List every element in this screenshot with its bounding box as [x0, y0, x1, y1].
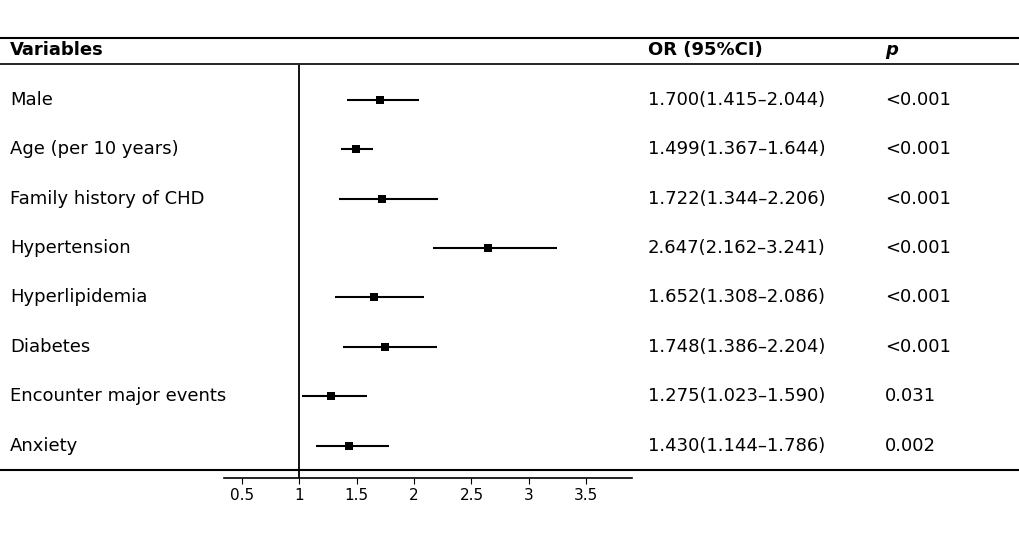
Text: 2.647(2.162–3.241): 2.647(2.162–3.241) [647, 239, 824, 257]
Text: <0.001: <0.001 [884, 91, 951, 109]
Text: <0.001: <0.001 [884, 190, 951, 207]
Text: Hypertension: Hypertension [10, 239, 130, 257]
Text: Hyperlipidemia: Hyperlipidemia [10, 288, 148, 306]
Text: Family history of CHD: Family history of CHD [10, 190, 205, 207]
Text: 0.002: 0.002 [884, 437, 935, 454]
Text: Anxiety: Anxiety [10, 437, 78, 454]
Text: <0.001: <0.001 [884, 140, 951, 158]
Text: 0.031: 0.031 [884, 387, 935, 405]
Text: 1.430(1.144–1.786): 1.430(1.144–1.786) [647, 437, 824, 454]
Text: OR (95%CI): OR (95%CI) [647, 41, 762, 59]
Text: 1.275(1.023–1.590): 1.275(1.023–1.590) [647, 387, 824, 405]
Text: Age (per 10 years): Age (per 10 years) [10, 140, 178, 158]
Text: Diabetes: Diabetes [10, 338, 91, 356]
Text: 1.499(1.367–1.644): 1.499(1.367–1.644) [647, 140, 824, 158]
Text: 1.722(1.344–2.206): 1.722(1.344–2.206) [647, 190, 824, 207]
Text: <0.001: <0.001 [884, 288, 951, 306]
Text: <0.001: <0.001 [884, 338, 951, 356]
Text: <0.001: <0.001 [884, 239, 951, 257]
Text: Male: Male [10, 91, 53, 109]
Text: 1.700(1.415–2.044): 1.700(1.415–2.044) [647, 91, 824, 109]
Text: 1.748(1.386–2.204): 1.748(1.386–2.204) [647, 338, 824, 356]
Text: Encounter major events: Encounter major events [10, 387, 226, 405]
Text: Variables: Variables [10, 41, 104, 59]
Text: p: p [884, 41, 898, 59]
Text: 1.652(1.308–2.086): 1.652(1.308–2.086) [647, 288, 824, 306]
